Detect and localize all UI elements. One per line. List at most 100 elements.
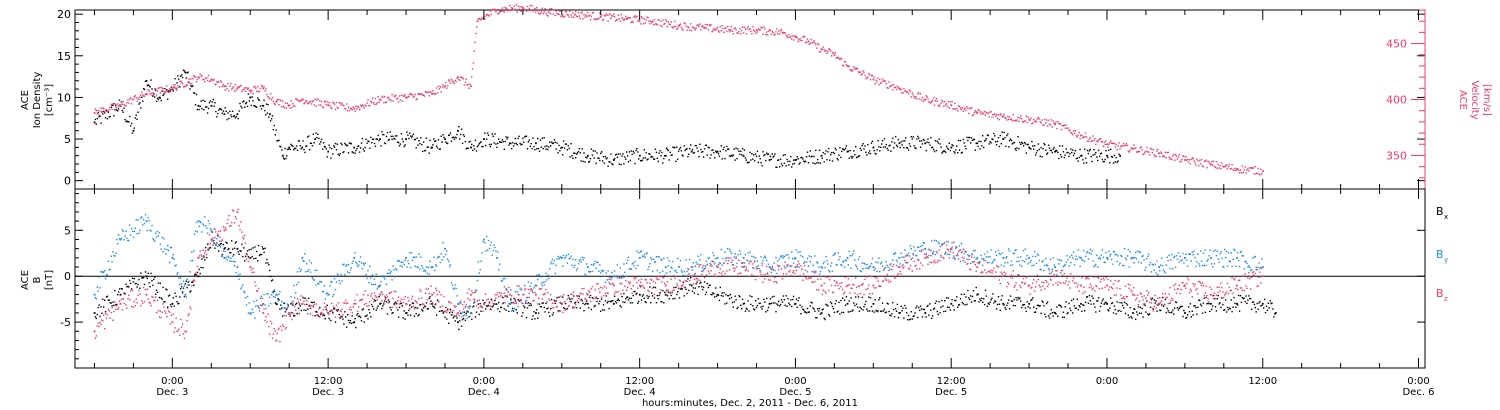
- density-dot: [1109, 162, 1111, 164]
- velocity-dot: [201, 75, 203, 77]
- bx-dot: [790, 299, 792, 301]
- density-point: [470, 146, 472, 149]
- by-dot: [916, 255, 918, 257]
- by-dot: [1238, 266, 1241, 268]
- density-dot: [597, 157, 599, 159]
- velocity-dot: [689, 29, 691, 31]
- by-dot: [331, 280, 333, 283]
- by-dot: [628, 268, 631, 270]
- density-dot: [510, 142, 512, 145]
- density-dot: [724, 157, 726, 160]
- velocity-dot: [520, 10, 522, 12]
- velocity-dot: [577, 12, 580, 14]
- density-dot: [261, 104, 263, 107]
- density-dot: [176, 82, 178, 84]
- velocity-dot: [323, 101, 326, 103]
- velocity-point: [794, 36, 797, 38]
- density-dot: [678, 148, 681, 150]
- velocity-dot: [447, 85, 449, 87]
- velocity-dot: [786, 35, 788, 38]
- by-dot: [1048, 269, 1051, 271]
- by-dot: [532, 292, 534, 294]
- bx-dot: [363, 321, 365, 323]
- bx-dot: [1274, 313, 1276, 315]
- by-dot: [710, 263, 712, 266]
- by-dot: [1229, 260, 1231, 263]
- density-dot: [994, 135, 996, 137]
- by-dot: [803, 262, 805, 264]
- density-dot: [836, 157, 838, 160]
- velocity-dot: [797, 40, 799, 43]
- by-dot: [374, 283, 377, 285]
- velocity-dot: [475, 26, 478, 28]
- by-dot: [153, 239, 155, 241]
- bx-dot: [1161, 296, 1164, 299]
- by-dot: [1242, 255, 1244, 257]
- density-axis-label-3: [cm⁻³]: [44, 84, 55, 116]
- by-dot: [904, 249, 906, 251]
- velocity-dot: [713, 28, 715, 30]
- velocity-dot: [423, 95, 426, 97]
- by-dot: [1121, 255, 1123, 257]
- by-dot: [1137, 261, 1140, 263]
- velocity-dot: [203, 78, 205, 81]
- bx-dot: [196, 271, 199, 274]
- velocity-dot: [1113, 142, 1116, 145]
- density-dot: [169, 89, 172, 91]
- velocity-dot: [348, 109, 351, 112]
- density-dot: [117, 110, 119, 112]
- density-dot: [890, 150, 892, 152]
- by-dot: [971, 261, 974, 263]
- bx-dot: [240, 250, 242, 252]
- density-dot: [243, 100, 245, 102]
- bx-dot: [1051, 312, 1053, 314]
- by-dot: [862, 268, 864, 270]
- bx-dot: [435, 314, 438, 316]
- bx-dot: [333, 308, 336, 310]
- by-dot: [985, 256, 988, 258]
- density-dot: [1097, 159, 1099, 162]
- density-dot: [323, 145, 326, 148]
- density-dot: [123, 107, 125, 109]
- velocity-dot: [609, 13, 611, 15]
- velocity-dot: [989, 111, 991, 113]
- by-dot: [348, 272, 351, 274]
- velocity-dot: [644, 22, 646, 24]
- bx-dot: [441, 310, 443, 312]
- bx-dot: [598, 303, 600, 305]
- bx-dot: [939, 312, 941, 314]
- by-dot: [601, 270, 604, 273]
- bx-point: [872, 302, 875, 305]
- by-dot: [128, 239, 130, 242]
- density-dot: [513, 142, 516, 145]
- velocity-dot: [1183, 155, 1185, 158]
- density-dot: [274, 134, 276, 136]
- density-dot: [306, 145, 308, 147]
- velocity-dot: [1006, 119, 1008, 121]
- velocity-dot: [910, 96, 912, 98]
- by-dot: [453, 287, 455, 289]
- velocity-dot: [106, 110, 109, 112]
- bx-dot: [463, 311, 466, 313]
- density-dot: [681, 154, 683, 156]
- by-dot: [942, 243, 944, 245]
- by-dot: [407, 260, 409, 262]
- bx-dot: [577, 301, 580, 304]
- velocity-dot: [905, 90, 907, 92]
- velocity-dot: [1023, 120, 1026, 122]
- density-dot: [832, 151, 835, 154]
- density-dot: [606, 157, 608, 159]
- density-dot: [265, 103, 268, 105]
- by-dot: [132, 236, 135, 239]
- by-point: [197, 220, 200, 223]
- by-dot: [811, 270, 813, 273]
- bx-dot: [221, 253, 224, 256]
- density-dot: [805, 156, 808, 158]
- by-dot: [1014, 249, 1016, 252]
- velocity-dot: [878, 83, 880, 86]
- bx-dot: [144, 271, 147, 273]
- bx-dot: [201, 258, 203, 260]
- bx-dot: [518, 300, 520, 302]
- bx-dot: [1077, 309, 1079, 311]
- bx-dot: [1190, 316, 1192, 318]
